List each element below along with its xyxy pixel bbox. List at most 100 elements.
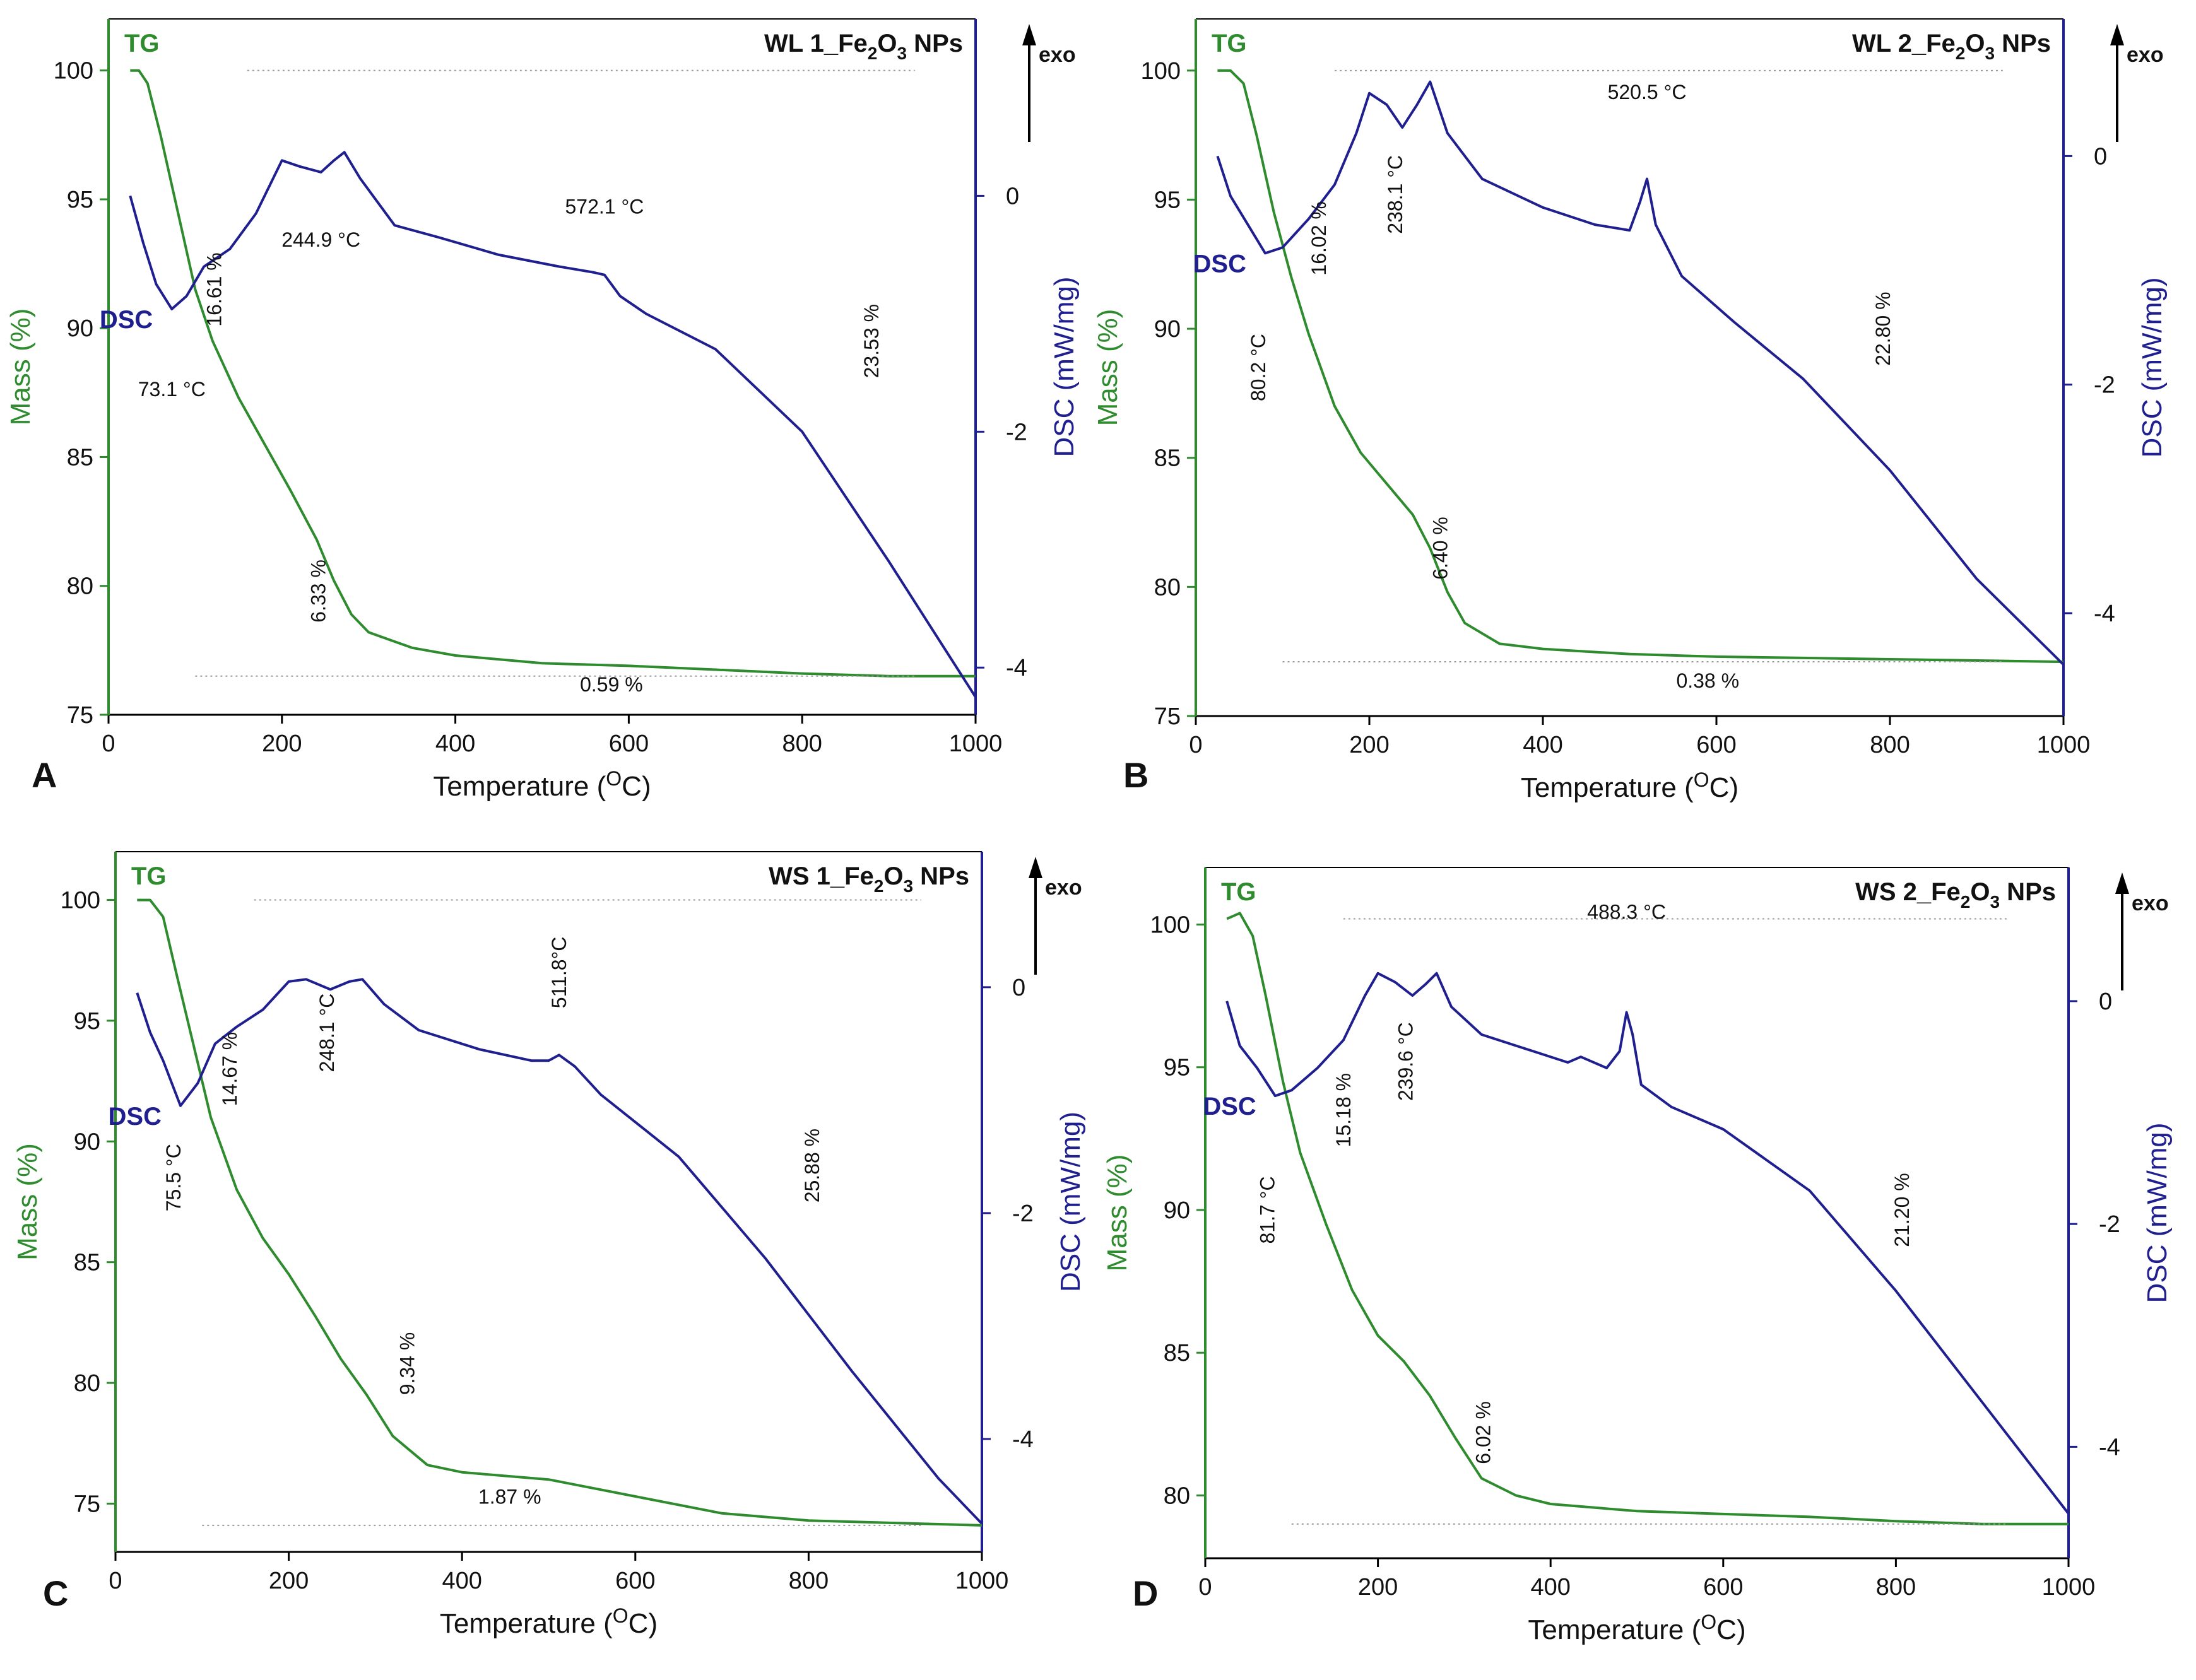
annotation-label: 239.6 °C [1394,1022,1417,1101]
dsc-label: DSC [1203,1093,1256,1120]
exo-label: exo [2127,43,2164,67]
x-axis-title-sup: O [1694,768,1709,791]
x-tick-label: 600 [1703,1574,1743,1601]
annotation-label: 244.9 °C [281,228,360,251]
panel-title: WS 1_Fe2O3 NPs [769,862,969,896]
x-tick-label: 0 [1198,1574,1212,1601]
x-tick-label: 800 [1870,732,1910,758]
y-right-axis-title: DSC (mW/mg) [2142,1123,2173,1303]
annotation-label: 23.53 % [860,304,883,378]
annotation-label: 25.88 % [801,1129,824,1202]
x-tick-label: 600 [1696,732,1736,758]
y-left-tick-label: 75 [1154,703,1181,730]
x-axis-title-main: Temperature ( [1521,772,1694,803]
panel-title-suffix: NPs [913,862,969,890]
series-line-tg [1217,69,2064,664]
y-right-axis-title: DSC (mW/mg) [2137,278,2168,458]
x-tick-label: 1000 [2037,732,2091,758]
x-axis-title: Temperature (OC) [433,767,651,802]
x-axis-title-sup: O [613,1604,629,1627]
annotation-label: 22.80 % [1872,291,1894,365]
y-left-axis-title: Mass (%) [1102,1154,1133,1272]
annotation-label: 21.20 % [1891,1173,1913,1247]
panel-title-sub1: 2 [874,876,884,896]
annotation-label: 6.02 % [1472,1401,1494,1464]
x-axis-title-end: C) [622,771,651,802]
y-left-tick-label: 95 [1164,1055,1190,1081]
annotation-label: 75.5 °C [162,1144,185,1211]
annotation-label: 572.1 °C [565,195,644,218]
y-left-tick-label: 85 [1164,1340,1190,1366]
y-left-axis-title: Mass (%) [1092,309,1123,426]
x-axis-title-end: C) [1716,1614,1745,1645]
annotation-label: 73.1 °C [138,378,206,401]
y-right-tick-label: -4 [1012,1426,1034,1453]
y-left-tick-label: 80 [67,573,93,600]
panel-title: WS 2_Fe2O3 NPs [1855,878,2056,912]
panel-title-sub2: 3 [1985,44,1995,63]
series-line-tg [137,898,983,1527]
x-axis-title-end: C) [629,1608,658,1639]
y-right-tick-label: 0 [1012,975,1025,1001]
dsc-label: DSC [109,1103,162,1131]
x-axis-title: Temperature (OC) [440,1604,658,1639]
y-left-axis-title: Mass (%) [12,1143,43,1260]
y-right-tick-label: -2 [2094,372,2115,399]
y-left-tick-label: 100 [1141,58,1181,85]
panel-title-sub1: 2 [868,44,878,63]
panel-title-suffix: NPs [1995,30,2051,57]
panel-letter: B [1123,755,1148,795]
x-tick-label: 1000 [949,731,1003,757]
y-left-tick-label: 100 [1150,912,1190,938]
y-left-tick-label: 90 [67,315,93,342]
tg-label: TG [1212,30,1247,57]
x-tick-label: 0 [102,731,115,757]
exo-label: exo [2132,891,2169,915]
x-tick-label: 200 [1349,732,1389,758]
panel-letter: C [43,1573,68,1613]
y-right-tick-label: 0 [2094,143,2107,170]
annotation-label: 16.61 % [203,252,226,326]
y-left-axis-title: Mass (%) [5,308,36,426]
series-line-tg [130,69,976,678]
panel-title-mid: O [877,30,897,57]
x-axis-title-main: Temperature ( [1528,1614,1701,1645]
x-tick-label: 800 [782,731,822,757]
panel-title-suffix: NPs [907,30,963,57]
series-line-dsc [1225,972,2070,1515]
y-right-tick-label: -2 [2099,1211,2120,1238]
y-left-tick-label: 95 [67,187,93,213]
y-left-tick-label: 100 [54,58,93,85]
y-left-tick-label: 95 [1154,187,1181,213]
annotation-label: 15.18 % [1332,1073,1355,1147]
exo-arrowhead-icon [1022,24,1036,45]
y-left-tick-label: 90 [1154,316,1181,343]
x-tick-label: 400 [1530,1574,1570,1601]
tg-label: TG [124,30,160,57]
y-right-tick-label: 0 [2099,989,2112,1015]
exo-arrowhead-icon [2115,872,2129,894]
annotation-label: 488.3 °C [1587,900,1666,923]
annotation-label: 520.5 °C [1608,81,1687,103]
x-tick-label: 1000 [955,1568,1009,1594]
y-left-tick-label: 90 [1164,1197,1190,1224]
y-left-tick-label: 75 [74,1491,100,1517]
panel-title-sub2: 3 [903,876,913,896]
x-tick-label: 200 [1358,1574,1398,1601]
y-left-tick-label: 95 [74,1008,100,1035]
x-axis-title-end: C) [1709,772,1738,803]
x-axis-title-sup: O [606,767,622,790]
y-right-axis-title: DSC (mW/mg) [1049,277,1080,457]
panel-letter: A [32,755,57,795]
y-left-tick-label: 80 [1164,1483,1190,1509]
panel-title-mid: O [883,862,903,890]
tg-label: TG [1221,878,1256,906]
annotation-label: 9.34 % [396,1332,419,1395]
x-tick-label: 600 [615,1568,655,1594]
annotation-label: 80.2 °C [1247,334,1270,401]
y-right-tick-label: -4 [1006,655,1027,681]
series-line-dsc [129,151,977,698]
